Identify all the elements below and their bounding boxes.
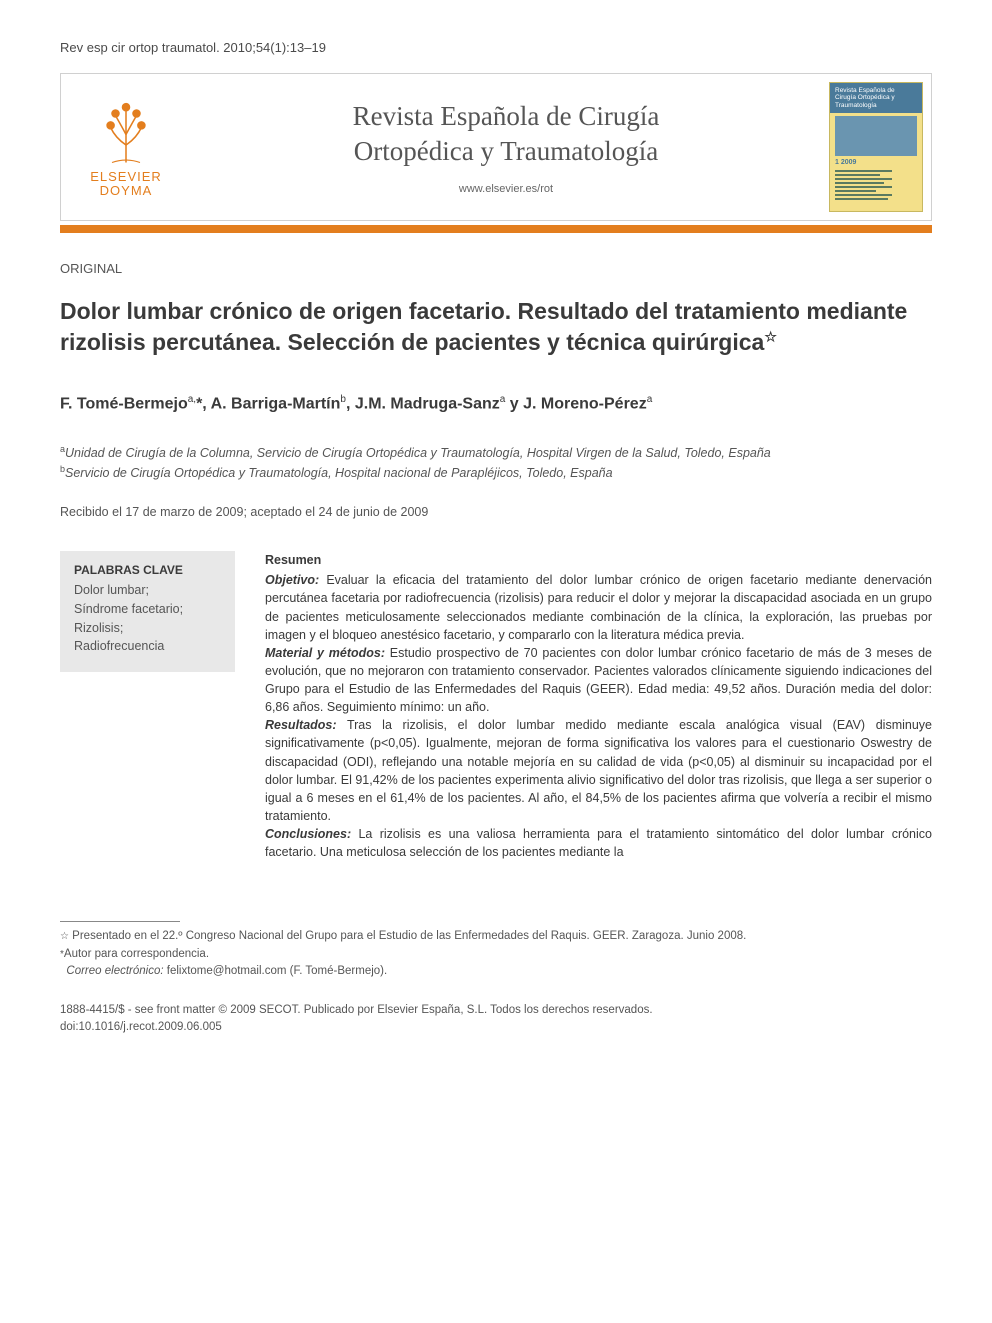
abstract-section-label: Resultados: xyxy=(265,718,337,732)
keywords-column: PALABRAS CLAVE Dolor lumbar;Síndrome fac… xyxy=(60,551,235,861)
doi-line: doi:10.1016/j.recot.2009.06.005 xyxy=(60,1019,932,1036)
abstract-section: Material y métodos: Estudio prospectivo … xyxy=(265,644,932,717)
footnotes-rule xyxy=(60,921,180,922)
journal-title: Revista Española de Cirugía Ortopédica y… xyxy=(353,99,660,169)
footnote-star-icon: ☆ xyxy=(60,931,69,942)
publisher-name-main: ELSEVIER xyxy=(90,169,162,184)
journal-cover-thumbnail: Revista Española de Cirugía Ortopédica y… xyxy=(829,82,923,212)
keywords-list: Dolor lumbar;Síndrome facetario;Rizolisi… xyxy=(74,581,221,656)
authors-line: F. Tomé-Bermejoa,*, A. Barriga-Martínb, … xyxy=(60,394,932,413)
journal-url: www.elsevier.es/rot xyxy=(459,183,553,195)
abstract-section-label: Conclusiones: xyxy=(265,827,351,841)
section-label: ORIGINAL xyxy=(60,261,932,276)
affiliation-item: aUnidad de Cirugía de la Columna, Servic… xyxy=(60,443,932,463)
footnote-email-value: felixtome@hotmail.com (F. Tomé-Bermejo). xyxy=(167,965,387,977)
footnote-corresponding: *Autor para correspondencia. xyxy=(60,946,932,963)
keywords-heading: PALABRAS CLAVE xyxy=(74,563,221,577)
abstract-heading: Resumen xyxy=(265,551,932,569)
footnote-corresponding-text: Autor para correspondencia. xyxy=(64,948,209,960)
abstract-section-text: Evaluar la eficacia del tratamiento del … xyxy=(265,573,932,641)
abstract-region: PALABRAS CLAVE Dolor lumbar;Síndrome fac… xyxy=(60,551,932,861)
abstract-section-text: La rizolisis es una valiosa herramienta … xyxy=(265,827,932,859)
article-title-text: Dolor lumbar crónico de origen facetario… xyxy=(60,298,907,355)
cover-image-placeholder xyxy=(835,116,917,156)
cover-toc-lines xyxy=(830,166,922,204)
journal-title-cell: Revista Española de Cirugía Ortopédica y… xyxy=(191,74,821,220)
keyword-item: Dolor lumbar; xyxy=(74,581,221,600)
footnote-presented-text: Presentado en el 22.º Congreso Nacional … xyxy=(72,930,746,942)
journal-title-line2: Ortopédica y Traumatología xyxy=(354,136,658,166)
abstract-section: Objetivo: Evaluar la eficacia del tratam… xyxy=(265,571,932,644)
citation-line: Rev esp cir ortop traumatol. 2010;54(1):… xyxy=(60,40,932,55)
copyright-line: 1888-4415/$ - see front matter © 2009 SE… xyxy=(60,1002,932,1019)
journal-header: ELSEVIER DOYMA Revista Española de Cirug… xyxy=(60,73,932,221)
journal-title-line1: Revista Española de Cirugía xyxy=(353,101,660,131)
footnote-email: Correo electrónico: felixtome@hotmail.co… xyxy=(60,963,932,980)
cover-title-band: Revista Española de Cirugía Ortopédica y… xyxy=(830,83,922,113)
footnote-email-label: Correo electrónico: xyxy=(66,965,163,977)
keyword-item: Radiofrecuencia xyxy=(74,637,221,656)
history-dates: Recibido el 17 de marzo de 2009; aceptad… xyxy=(60,505,932,519)
abstract-column: Resumen Objetivo: Evaluar la eficacia de… xyxy=(265,551,932,861)
abstract-section: Conclusiones: La rizolisis es una valios… xyxy=(265,825,932,861)
abstract-section-label: Objetivo: xyxy=(265,573,319,587)
abstract-section-label: Material y métodos: xyxy=(265,646,385,660)
article-title: Dolor lumbar crónico de origen facetario… xyxy=(60,296,932,358)
title-footnote-star: ☆ xyxy=(764,328,777,344)
affiliation-item: bServicio de Cirugía Ortopédica y Trauma… xyxy=(60,463,932,483)
abstract-section-text: Tras la rizolisis, el dolor lumbar medid… xyxy=(265,718,932,823)
keyword-item: Rizolisis; xyxy=(74,619,221,638)
affiliations: aUnidad de Cirugía de la Columna, Servic… xyxy=(60,443,932,483)
publisher-name: ELSEVIER DOYMA xyxy=(90,170,162,199)
keyword-item: Síndrome facetario; xyxy=(74,600,221,619)
copyright-block: 1888-4415/$ - see front matter © 2009 SE… xyxy=(60,1002,932,1037)
publisher-logo: ELSEVIER DOYMA xyxy=(61,74,191,220)
keywords-box: PALABRAS CLAVE Dolor lumbar;Síndrome fac… xyxy=(60,551,235,672)
divider-bar xyxy=(60,225,932,233)
abstract-section: Resultados: Tras la rizolisis, el dolor … xyxy=(265,716,932,825)
cover-issue: 1 2009 xyxy=(830,159,922,166)
publisher-name-sub: DOYMA xyxy=(100,183,153,198)
footnote-presented: ☆ Presentado en el 22.º Congreso Naciona… xyxy=(60,928,932,945)
abstract-body: Objetivo: Evaluar la eficacia del tratam… xyxy=(265,571,932,861)
journal-cover-cell: Revista Española de Cirugía Ortopédica y… xyxy=(821,74,931,220)
elsevier-tree-icon xyxy=(91,96,161,166)
